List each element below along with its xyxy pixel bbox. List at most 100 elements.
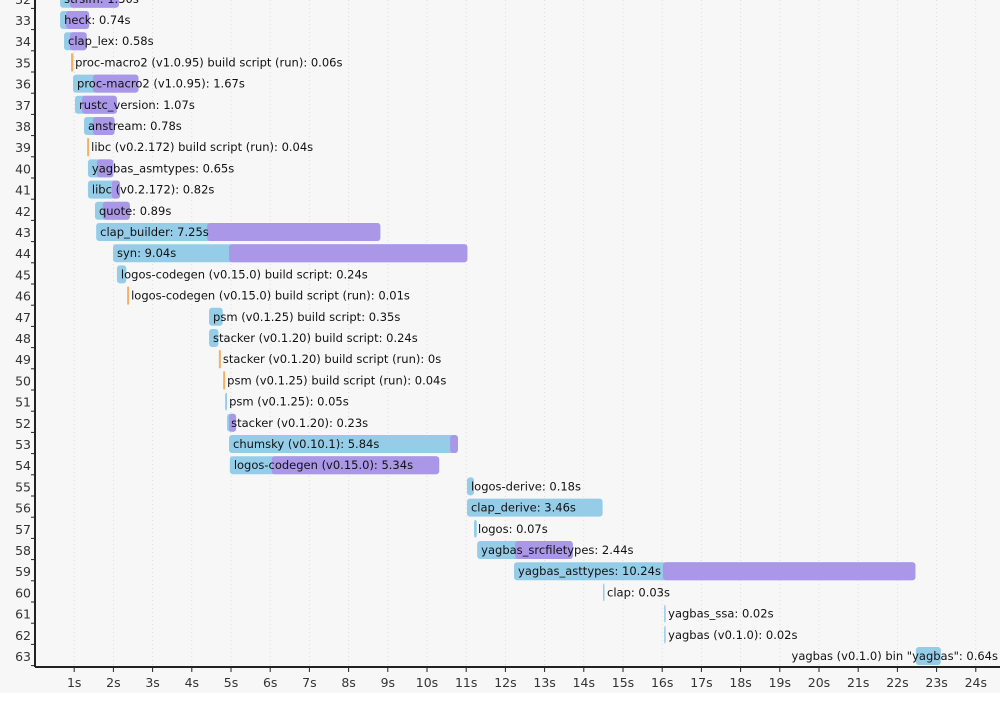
x-tick-label: 8s: [341, 675, 355, 690]
row-number: 51: [15, 395, 31, 410]
unit-label: logos-codegen (v0.15.0): 5.34s: [234, 458, 413, 472]
unit-label: clap_derive: 3.46s: [471, 501, 576, 515]
codegen-bar: [96, 159, 114, 178]
unit-row: 46 logos-codegen (v0.15.0) build script (…: [15, 286, 410, 306]
unit-label: yagbas_ssa: 0.02s: [668, 607, 773, 621]
row-number: 45: [15, 267, 31, 282]
codegen-bar: [69, 0, 119, 8]
codegen-bar: [229, 413, 237, 432]
unit-label: clap: 0.03s: [607, 585, 670, 599]
unit-bar: [466, 498, 603, 517]
x-tick-label: 4s: [185, 675, 199, 690]
x-tick-label: 10s: [416, 675, 438, 690]
unit-bar: [603, 583, 605, 602]
x-tick-label: 7s: [302, 675, 316, 690]
row-number: 55: [15, 479, 31, 494]
unit-label: rustc_version: 1.07s: [79, 98, 195, 112]
row-number: 62: [15, 628, 31, 643]
x-tick-label: 1s: [67, 675, 81, 690]
row-number: 50: [15, 373, 31, 388]
x-tick-label: 23s: [925, 675, 947, 690]
unit-row: 44 syn: 9.04s: [15, 244, 468, 264]
unit-label: psm (v0.1.25) build script: 0.35s: [213, 310, 400, 324]
row-number: 59: [15, 564, 31, 579]
unit-row: 61 yagbas_ssa: 0.02s: [15, 604, 774, 624]
row-number: 42: [15, 204, 31, 219]
row-number: 60: [15, 585, 31, 600]
x-tick-label: 14s: [573, 675, 595, 690]
row-number: 40: [15, 161, 31, 176]
x-tick-label: 21s: [847, 675, 869, 690]
unit-row: 54 logos-codegen (v0.15.0): 5.34s: [15, 456, 440, 476]
codegen-bar: [229, 244, 468, 263]
x-tick-label: 18s: [729, 675, 751, 690]
unit-row: 38 anstream: 0.78s: [15, 117, 182, 137]
unit-label: psm (v0.1.25): 0.05s: [229, 395, 349, 409]
unit-row: 35 proc-macro2 (v1.0.95) build script (ru…: [15, 53, 342, 73]
unit-bar: [225, 392, 228, 411]
unit-label: syn: 9.04s: [117, 246, 176, 260]
unit-row: 50 psm (v0.1.25) build script (run): 0.04…: [15, 371, 446, 391]
unit-label: clap_builder: 7.25s: [100, 225, 209, 239]
unit-row: 55 logos-derive: 0.18s: [15, 477, 581, 497]
unit-label: logos-codegen (v0.15.0) build script (ru…: [131, 289, 410, 303]
x-tick-label: 6s: [263, 675, 277, 690]
unit-label: yagbas_asttypes: 10.24s: [518, 564, 661, 578]
row-number: 33: [15, 13, 31, 28]
unit-row: 33 heck: 0.74s: [15, 11, 131, 31]
unit-row: 52 stacker (v0.1.20): 0.23s: [15, 413, 368, 433]
unit-label: clap_lex: 0.58s: [68, 34, 154, 48]
unit-bar: [229, 435, 458, 453]
unit-bar: [474, 519, 477, 538]
unit-label: yagbas (v0.1.0) bin "yagbas": 0.64s: [792, 649, 998, 663]
unit-row: 43 clap_builder: 7.25s: [15, 223, 381, 243]
unit-row: 58 yagbas_srcfiletypes: 2.44s: [15, 541, 634, 561]
unit-bar: [116, 265, 127, 284]
row-number: 43: [15, 225, 31, 240]
unit-row: 62 yagbas (v0.1.0): 0.02s: [15, 625, 797, 645]
unit-label: chumsky (v0.10.1): 5.84s: [233, 437, 379, 451]
row-number: 36: [15, 77, 31, 92]
unit-label: quote: 0.89s: [99, 204, 171, 218]
unit-row: 63 yagbas (v0.1.0) bin "yagbas": 0.64s: [15, 647, 998, 667]
x-tick-label: 19s: [769, 675, 791, 690]
row-number: 35: [15, 55, 31, 70]
codegen-bar: [93, 74, 139, 93]
x-tick-label: 15s: [612, 675, 634, 690]
unit-row: 40 yagbas_asmtypes: 0.65s: [15, 159, 234, 179]
unit-bar: [664, 604, 666, 623]
codegen-bar: [69, 32, 87, 51]
build-script-run-bar: [127, 286, 130, 305]
codegen-bar: [662, 562, 916, 581]
unit-row: 39 libc (v0.2.172) build script (run): 0.…: [15, 138, 313, 158]
unit-label: stacker (v0.1.20) build script: 0.24s: [213, 331, 418, 345]
unit-bar: [664, 625, 666, 644]
row-number: 56: [15, 501, 31, 516]
codegen-bar: [111, 180, 121, 199]
x-tick-label: 12s: [494, 675, 516, 690]
unit-label: strsim: 1.50s: [64, 0, 139, 6]
unit-row: 59 yagbas_asttypes: 10.24s: [15, 562, 916, 582]
unit-row: 57 logos: 0.07s: [15, 519, 548, 539]
unit-row: 42 quote: 0.89s: [15, 201, 171, 221]
codegen-bar: [207, 223, 381, 241]
x-tick-label: 22s: [886, 675, 908, 690]
unit-label: proc-macro2 (v1.0.95) build script (run)…: [75, 55, 342, 69]
unit-row: 47 psm (v0.1.25) build script: 0.35s: [15, 307, 400, 327]
build-script-run-bar: [71, 53, 74, 72]
unit-row: 45 logos-codegen (v0.15.0) build script: …: [15, 265, 368, 285]
unit-label: logos: 0.07s: [478, 522, 548, 536]
build-script-run-bar: [218, 350, 221, 369]
x-tick-label: 24s: [965, 675, 987, 690]
build-script-run-bar: [87, 138, 90, 157]
row-number: 47: [15, 310, 31, 325]
build-script-run-bar: [223, 371, 226, 390]
unit-row: 49 stacker (v0.1.20) build script (run): …: [15, 350, 441, 370]
x-tick-label: 20s: [808, 675, 830, 690]
codegen-bar: [82, 95, 117, 114]
unit-label: libc (v0.2.172) build script (run): 0.04…: [91, 140, 313, 154]
unit-label: yagbas_srcfiletypes: 2.44s: [481, 543, 633, 557]
row-number: 44: [15, 246, 31, 261]
unit-row: 37 rustc_version: 1.07s: [15, 95, 195, 115]
